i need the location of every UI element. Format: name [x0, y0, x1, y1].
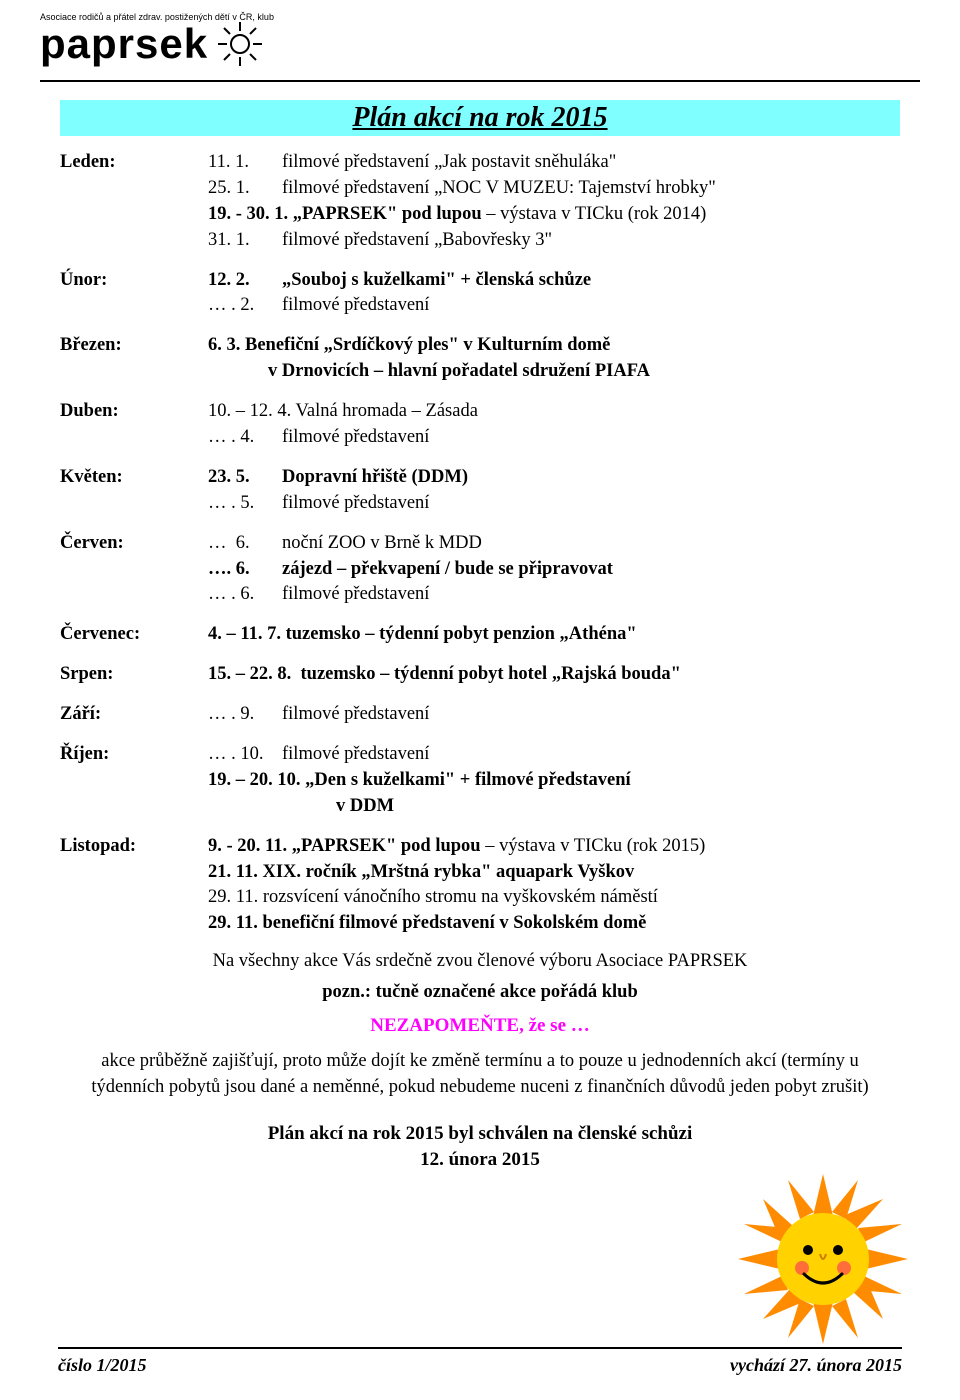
month-label: Červen: [60, 531, 208, 609]
event-desc: 19. - 30. 1. „PAPRSEK" pod lupou [208, 204, 482, 224]
event-date: 23. 5. [208, 467, 250, 487]
event-desc: 15. – 22. 8. tuzemsko – týdenní pobyt ho… [208, 662, 900, 688]
event-date: … . 4. [208, 427, 254, 447]
month-duben: Duben: 10. – 12. 4. Valná hromada – Zása… [60, 399, 900, 451]
event-date: 10. – 12. 4. [208, 401, 291, 421]
invite-line: Na všechny akce Vás srdečně zvou členové… [60, 951, 900, 972]
month-brezen: Březen: 6. 3. Benefiční „Srdíčkový ples"… [60, 333, 900, 385]
event-date: … . 10. [208, 744, 264, 764]
logo-row: paprsek [40, 20, 920, 68]
content-area: Plán akcí na rok 2015 Leden: 11. 1. film… [0, 82, 960, 1172]
event-desc: 19. – 20. 10. „Den s kuželkami" + filmov… [208, 768, 900, 794]
event-date: 12. 2. [208, 270, 250, 290]
month-body: 10. – 12. 4. Valná hromada – Zásada … . … [208, 399, 900, 451]
month-body: 12. 2. „Souboj s kuželkami" + členská sc… [208, 268, 900, 320]
month-body: … 6. noční ZOO v Brně k MDD …. 6. zájezd… [208, 531, 900, 609]
month-kveten: Květen: 23. 5. Dopravní hřiště (DDM) … .… [60, 465, 900, 517]
event-date: 6. 3. [208, 335, 240, 355]
approved-block: Plán akcí na rok 2015 byl schválen na čl… [60, 1121, 900, 1172]
sun-illustration-icon [738, 1174, 908, 1344]
month-label: Leden: [60, 150, 208, 254]
month-body: 6. 3. Benefiční „Srdíčkový ples" v Kultu… [208, 333, 900, 385]
event-desc: „Souboj s kuželkami" + členská schůze [282, 270, 591, 290]
month-leden: Leden: 11. 1. filmové představení „Jak p… [60, 150, 900, 254]
event-date: … . 2. [208, 295, 254, 315]
month-label: Květen: [60, 465, 208, 517]
event-desc: filmové představení „NOC V MUZEU: Tajems… [282, 178, 716, 198]
page-footer: číslo 1/2015 vychází 27. února 2015 [0, 1347, 960, 1376]
title-band: Plán akcí na rok 2015 [60, 100, 900, 136]
month-unor: Únor: 12. 2. „Souboj s kuželkami" + člen… [60, 268, 900, 320]
approved-line-1: Plán akcí na rok 2015 byl schválen na čl… [60, 1121, 900, 1147]
month-label: Září: [60, 702, 208, 728]
event-desc: 29. 11. rozsvícení vánočního stromu na v… [208, 885, 900, 911]
month-label: Listopad: [60, 834, 208, 938]
event-desc: 21. 11. XIX. ročník „Mrštná rybka" aquap… [208, 860, 900, 886]
event-date: … . 6. [208, 584, 254, 604]
event-desc: filmové představení „Jak postavit sněhul… [282, 152, 616, 172]
month-cervenec: Červenec: 4. – 11. 7. tuzemsko – týdenní… [60, 622, 900, 648]
event-desc: filmové představení [282, 295, 429, 315]
event-desc: – výstava v TICku (rok 2015) [481, 836, 706, 856]
event-desc: v DDM [208, 794, 900, 820]
event-desc: filmové představení [282, 704, 429, 724]
event-date: … . 5. [208, 493, 254, 513]
page-header: Asociace rodičů a přátel zdrav. postižen… [0, 0, 960, 76]
event-desc: filmové představení [282, 744, 429, 764]
event-desc: Valná hromada – Zásada [296, 401, 478, 421]
event-desc: filmové představení „Babovřesky 3" [282, 230, 552, 250]
closing-paragraph: akce průběžně zajišťují, proto může dojí… [66, 1049, 894, 1101]
event-date: …. 6. [208, 559, 250, 579]
footer-row: číslo 1/2015 vychází 27. února 2015 [58, 1355, 902, 1376]
footer-rule [58, 1347, 902, 1349]
event-desc: filmové představení [282, 493, 429, 513]
event-desc: 29. 11. benefiční filmové představení v … [208, 911, 900, 937]
page-title: Plán akcí na rok 2015 [352, 102, 607, 133]
month-listopad: Listopad: 9. - 20. 11. „PAPRSEK" pod lup… [60, 834, 900, 938]
month-body: 11. 1. filmové představení „Jak postavit… [208, 150, 900, 254]
month-body: 15. – 22. 8. tuzemsko – týdenní pobyt ho… [208, 662, 900, 688]
month-label: Říjen: [60, 742, 208, 820]
month-body: 23. 5. Dopravní hřiště (DDM) … . 5. film… [208, 465, 900, 517]
event-desc: filmové představení [282, 584, 429, 604]
month-label: Červenec: [60, 622, 208, 648]
event-desc: noční ZOO v Brně k MDD [282, 533, 482, 553]
event-desc: Dopravní hřiště (DDM) [282, 467, 468, 487]
month-cerven: Červen: … 6. noční ZOO v Brně k MDD …. 6… [60, 531, 900, 609]
event-date: 31. 1. [208, 230, 250, 250]
event-desc: v Drnovicích – hlavní pořadatel sdružení… [208, 359, 900, 385]
month-body: 9. - 20. 11. „PAPRSEK" pod lupou – výsta… [208, 834, 900, 938]
event-desc: zájezd – překvapení / bude se připravova… [282, 559, 613, 579]
event-date: … . 9. [208, 704, 254, 724]
logo-text: paprsek [40, 23, 208, 65]
footer-right: vychází 27. února 2015 [730, 1355, 902, 1376]
month-srpen: Srpen: 15. – 22. 8. tuzemsko – týdenní p… [60, 662, 900, 688]
month-body: 4. – 11. 7. tuzemsko – týdenní pobyt pen… [208, 622, 900, 648]
event-desc: 4. – 11. 7. tuzemsko – týdenní pobyt pen… [208, 622, 900, 648]
month-label: Srpen: [60, 662, 208, 688]
month-rijen: Říjen: … . 10. filmové představení 19. –… [60, 742, 900, 820]
month-label: Březen: [60, 333, 208, 385]
sun-outline-icon [216, 20, 264, 68]
pozn-line: pozn.: tučně označené akce pořádá klub [60, 982, 900, 1003]
month-label: Duben: [60, 399, 208, 451]
approved-line-2: 12. února 2015 [60, 1147, 900, 1173]
footer-left: číslo 1/2015 [58, 1355, 147, 1376]
event-date: 11. 1. [208, 152, 249, 172]
month-label: Únor: [60, 268, 208, 320]
nezapomente-line: NEZAPOMEŇTE, že se … [60, 1015, 900, 1037]
month-body: … . 9. filmové představení [208, 702, 900, 728]
event-date: … 6. [208, 533, 250, 553]
month-body: … . 10. filmové představení 19. – 20. 10… [208, 742, 900, 820]
event-date: 25. 1. [208, 178, 250, 198]
event-desc: 9. - 20. 11. „PAPRSEK" pod lupou [208, 836, 481, 856]
event-desc: Benefiční „Srdíčkový ples" v Kulturním d… [245, 335, 610, 355]
event-desc: – výstava v TICku (rok 2014) [482, 204, 707, 224]
event-desc: filmové představení [282, 427, 429, 447]
month-zari: Září: … . 9. filmové představení [60, 702, 900, 728]
